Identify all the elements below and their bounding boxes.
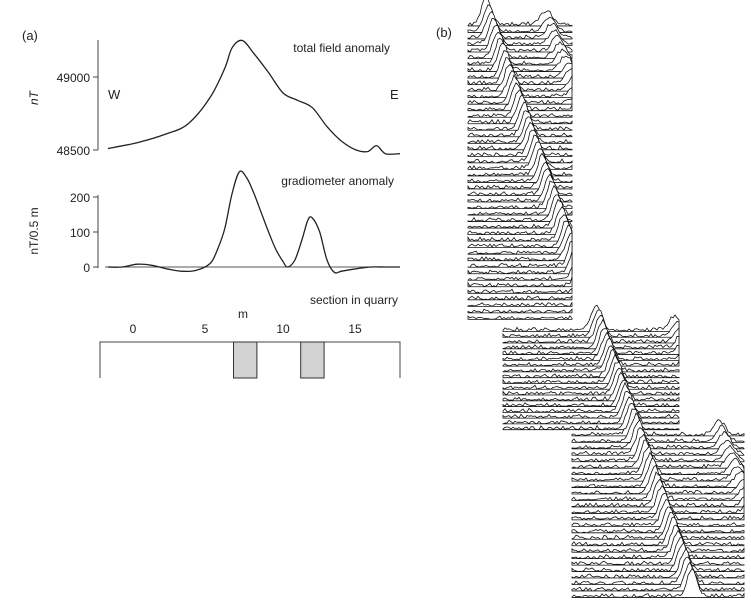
relief-trace: [467, 101, 573, 131]
relief-trace: [502, 353, 680, 384]
east-label: E: [390, 87, 399, 102]
relief-trace: [502, 348, 680, 379]
relief-trace: [571, 446, 745, 476]
relief-trace: [467, 63, 573, 92]
relief-trace: [467, 122, 573, 151]
panel-b-label: (b): [436, 25, 452, 40]
relief-trace: [571, 537, 745, 566]
relief-trace: [467, 42, 573, 72]
gradiometer-ytick-label: 100: [70, 226, 90, 240]
relief-trace: [467, 251, 573, 275]
relief-trace: [571, 492, 745, 521]
relief-trace: [467, 134, 573, 164]
gradiometer-ylabel: nT/0.5 m: [27, 207, 41, 254]
relief-trace: [467, 287, 573, 294]
relief-trace: [571, 556, 745, 586]
relief-trace: [571, 485, 745, 514]
section-title: section in quarry: [310, 293, 398, 307]
total-field-ylabel: nT: [27, 89, 41, 105]
relief-trace: [467, 110, 573, 138]
relief-trace: [502, 309, 680, 338]
gradiometer-ytick-label: 0: [83, 261, 90, 275]
relief-trace: [571, 506, 745, 534]
total-field-ytick-label: 49000: [57, 71, 91, 85]
relief-trace: [571, 561, 745, 592]
relief-trace: [467, 266, 573, 281]
panel-a-label: (a): [22, 28, 38, 43]
relief-trace: [502, 371, 680, 402]
section-xlabel: m: [238, 307, 248, 321]
relief-block-1: [468, 22, 572, 322]
relief-trace: [467, 49, 573, 79]
relief-trace: [571, 547, 745, 579]
relief-trace: [502, 337, 680, 367]
relief-trace: [571, 568, 745, 598]
section-xtick-label: 5: [202, 322, 209, 336]
section-xtick-label: 15: [348, 322, 362, 336]
total-field-ytick-label: 48500: [57, 144, 91, 158]
relief-trace: [467, 294, 573, 301]
relief-trace: [467, 224, 573, 255]
relief-trace: [571, 511, 745, 540]
section-xtick-label: 0: [130, 322, 137, 336]
section-bars: [233, 341, 325, 379]
relief-trace: [467, 93, 573, 125]
relief-trace: [502, 328, 680, 356]
relief-trace: [467, 276, 573, 288]
west-label: W: [108, 87, 121, 102]
gradiometer-title: gradiometer anomaly: [281, 174, 394, 188]
section-bar-1: [233, 341, 258, 379]
relief-trace: [467, 240, 573, 268]
relief-trace: [502, 314, 680, 344]
relief-panel: [467, 0, 745, 600]
relief-trace: [571, 439, 745, 469]
relief-trace: [502, 304, 680, 332]
gradiometer-ytick-label: 200: [70, 191, 90, 205]
relief-trace: [467, 302, 573, 307]
relief-trace: [571, 529, 745, 560]
relief-traces: [467, 0, 745, 600]
relief-trace: [502, 379, 680, 408]
relief-trace: [467, 129, 573, 157]
relief-trace: [502, 345, 680, 373]
relief-trace: [467, 308, 573, 314]
section-bar-2: [300, 341, 325, 379]
section-xtick-label: 10: [276, 322, 290, 336]
relief-trace: [467, 37, 573, 66]
total-field-panel: 48500 49000 nT total field anomaly W E: [27, 39, 401, 158]
total-field-title: total field anomaly: [293, 41, 390, 55]
relief-trace: [571, 516, 745, 547]
gradiometer-line: [107, 170, 400, 274]
relief-trace: [571, 524, 745, 553]
total-field-line: [107, 39, 401, 155]
relief-trace: [502, 361, 680, 390]
relief-trace: [502, 381, 680, 413]
relief-trace: [571, 498, 745, 527]
relief-trace: [467, 116, 573, 144]
relief-trace: [467, 315, 573, 320]
section-panel: section in quarry m 0 5 10 15: [99, 293, 401, 379]
relief-trace: [467, 57, 573, 86]
gradiometer-panel: 0 100 200 nT/0.5 m gradiometer anomaly: [27, 170, 400, 275]
relief-trace: [502, 367, 680, 396]
relief-trace: [502, 318, 680, 350]
relief-trace: [467, 231, 573, 262]
relief-trace: [502, 331, 680, 361]
relief-trace: [571, 541, 745, 573]
